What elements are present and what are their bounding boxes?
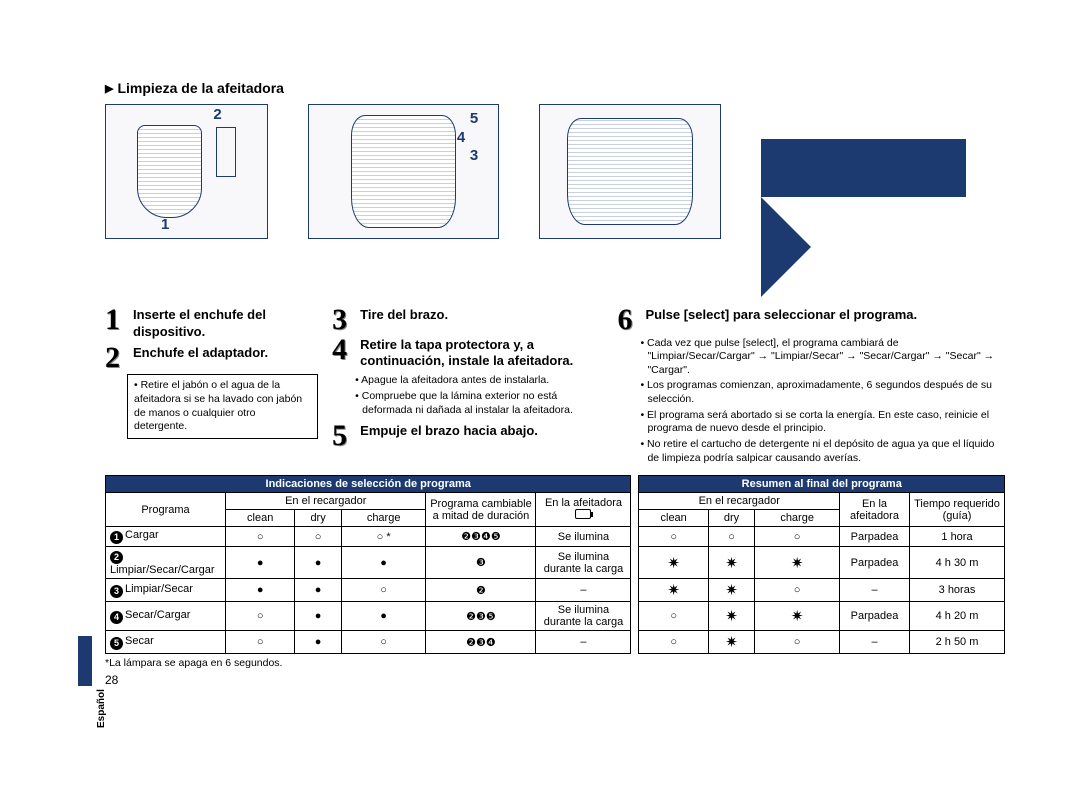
- step-6: 6 Pulse [select] para seleccionar el pro…: [617, 307, 1005, 333]
- table-footnote: *La lámpara se apaga en 6 segundos.: [105, 657, 1005, 669]
- table-header-left: Indicaciones de selección de programa: [106, 476, 631, 493]
- step-5: 5 Empuje el brazo hacia abajo.: [332, 423, 603, 449]
- steps-columns: 1 Inserte el enchufe del dispositivo. 2 …: [105, 307, 1005, 465]
- diagram-step-6: [539, 104, 721, 239]
- diagram-num-2: 2: [213, 106, 221, 123]
- step-6-bullet: • Los programas comienzan, aproximadamen…: [639, 379, 1005, 406]
- table-row: 1Cargar○○○ *❷❸❹❺Se ilumina○○○Parpadea1 h…: [106, 527, 1005, 547]
- battery-icon: [575, 509, 591, 519]
- step-6-bullet: • El programa será abortado si se corta …: [639, 409, 1005, 436]
- diagram-step-3-5: 3 4 5: [308, 104, 499, 239]
- diagram-row: 1 2 3 4 5: [105, 104, 1005, 297]
- arrow-icon: [761, 139, 1005, 297]
- table-row: 5Secar○●○❷❸❹–○○–2 h 50 m: [106, 631, 1005, 654]
- step-6-bullet: • Cada vez que pulse [select], el progra…: [639, 337, 1005, 378]
- step-4: 4 Retire la tapa protectora y, a continu…: [332, 337, 603, 371]
- diagram-step-1-2: 1 2: [105, 104, 268, 239]
- table-row: 2Limpiar/Secar/Cargar●●●❸Se ilumina dura…: [106, 547, 1005, 579]
- section-title: Limpieza de la afeitadora: [105, 80, 1005, 96]
- step-4-bullet: • Compruebe que la lámina exterior no es…: [354, 390, 603, 417]
- step-1: 1 Inserte el enchufe del dispositivo.: [105, 307, 318, 341]
- program-table: Indicaciones de selección de programa Re…: [105, 475, 1005, 654]
- table-header-right: Resumen al final del programa: [639, 476, 1005, 493]
- table-row: 4Secar/Cargar○●●❷❸❺Se ilumina durante la…: [106, 602, 1005, 631]
- diagram-num-1: 1: [161, 216, 169, 233]
- step-2-note: • Retire el jabón o el agua de la afeita…: [127, 374, 318, 439]
- step-6-bullet: • No retire el cartucho de detergente ni…: [639, 438, 1005, 465]
- table-row: 3Limpiar/Secar●●○❷–○–3 horas: [106, 579, 1005, 602]
- step-2: 2 Enchufe el adaptador.: [105, 345, 318, 371]
- step-3: 3 Tire del brazo.: [332, 307, 603, 333]
- page-number: 28: [105, 673, 1005, 687]
- diagram-num-5: 5: [470, 110, 478, 127]
- manual-page: Limpieza de la afeitadora 1 2 3 4 5 1 In…: [0, 0, 1080, 717]
- step-4-bullet: • Apague la afeitadora antes de instalar…: [354, 374, 603, 388]
- diagram-num-3: 3: [470, 147, 478, 164]
- diagram-num-4: 4: [457, 129, 465, 146]
